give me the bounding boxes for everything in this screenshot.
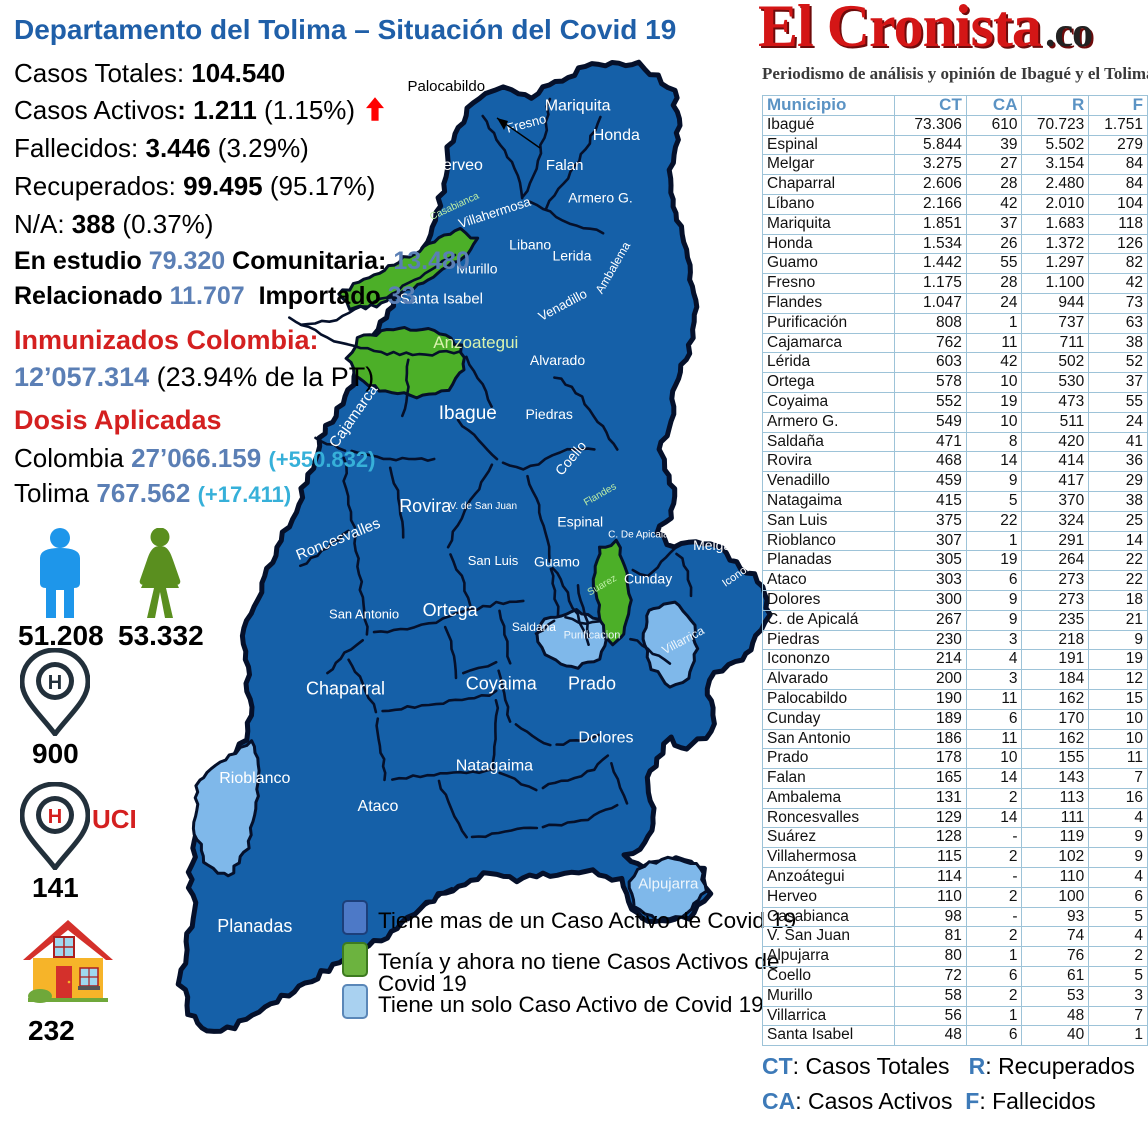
- svg-text:V. de San Juan: V. de San Juan: [450, 501, 517, 512]
- svg-text:Rovira: Rovira: [399, 496, 452, 516]
- svg-text:Saldana: Saldana: [512, 620, 556, 634]
- svg-text:Ortega: Ortega: [423, 600, 479, 620]
- svg-text:Prado: Prado: [568, 673, 616, 693]
- svg-text:Libano: Libano: [509, 236, 551, 252]
- svg-text:Falan: Falan: [546, 157, 584, 174]
- svg-text:Rioblanco: Rioblanco: [219, 770, 290, 787]
- svg-text:Espinal: Espinal: [557, 514, 603, 530]
- svg-text:Purificacion: Purificacion: [564, 630, 621, 642]
- svg-text:Melgar: Melgar: [693, 537, 736, 553]
- svg-text:Ataco: Ataco: [358, 798, 399, 815]
- svg-text:Guamo: Guamo: [534, 554, 580, 570]
- svg-text:Mariquita: Mariquita: [545, 98, 611, 115]
- svg-text:C. De Apicala: C. De Apicala: [608, 529, 669, 540]
- svg-text:Herveo: Herveo: [431, 157, 483, 174]
- svg-text:Cunday: Cunday: [624, 571, 672, 587]
- svg-text:Anzoategui: Anzoategui: [433, 333, 518, 352]
- svg-text:Ibague: Ibague: [439, 403, 497, 424]
- svg-text:Chaparral: Chaparral: [306, 678, 385, 698]
- svg-text:Planadas: Planadas: [217, 916, 292, 936]
- svg-text:Dolores: Dolores: [578, 730, 633, 747]
- svg-text:San Luis: San Luis: [468, 553, 519, 568]
- svg-text:H: H: [48, 806, 62, 828]
- svg-text:Palocabildo: Palocabildo: [408, 78, 486, 95]
- svg-text:San Antonio: San Antonio: [329, 606, 399, 621]
- svg-text:Alvarado: Alvarado: [530, 352, 585, 368]
- svg-text:Piedras: Piedras: [525, 406, 572, 422]
- svg-text:Coyaima: Coyaima: [466, 673, 538, 693]
- svg-text:Lerida: Lerida: [552, 247, 591, 263]
- svg-text:Natagaima: Natagaima: [456, 758, 533, 775]
- svg-text:Honda: Honda: [593, 127, 640, 144]
- svg-text:Alpujarra: Alpujarra: [638, 875, 699, 892]
- svg-text:Armero G.: Armero G.: [568, 190, 633, 206]
- svg-text:H: H: [48, 672, 62, 694]
